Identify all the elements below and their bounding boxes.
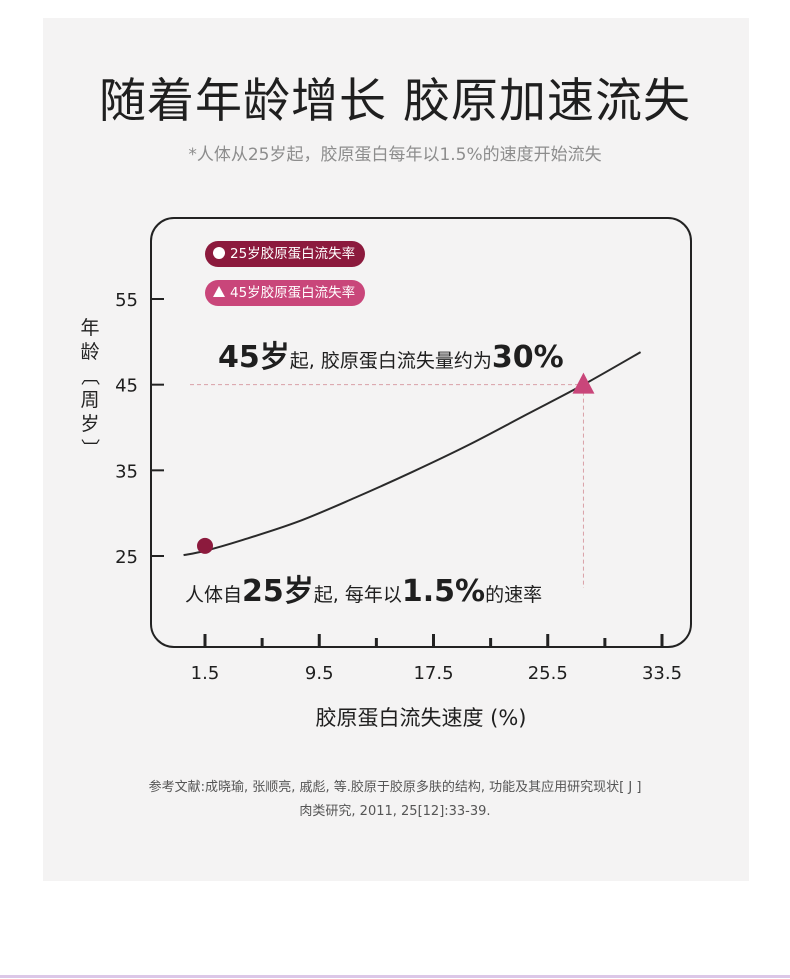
legend-label-25: 25岁胶原蛋白流失率 <box>230 246 356 262</box>
series-line <box>183 351 642 557</box>
marker-triangle <box>572 372 595 394</box>
y-axis-label: 年龄〔周岁〕 <box>78 317 101 458</box>
callout-25: 人体自25岁起, 每年以1.5%的速率 <box>185 566 542 610</box>
legend-item-25: 25岁胶原蛋白流失率 <box>205 241 366 267</box>
callout-25-post: 的速率 <box>485 584 543 606</box>
x-tick-label: 25.5 <box>528 663 568 684</box>
y-tick-label: 35 <box>115 461 138 482</box>
reference-text: 参考文献:成晓瑜, 张顺亮, 戚彪, 等.胶原于胶原多肤的结构, 功能及其应用研… <box>0 776 790 824</box>
callout-45-age: 45岁 <box>218 340 290 375</box>
bottom-divider <box>0 975 790 978</box>
chart-frame <box>150 217 692 648</box>
callout-25-value: 1.5% <box>401 574 486 609</box>
callout-45-text: 起, 胶原蛋白流失量约为 <box>289 350 492 372</box>
callout-25-mid: 起, 每年以 <box>313 584 402 606</box>
y-tick-label: 45 <box>115 376 138 397</box>
x-tick-label: 9.5 <box>305 663 334 684</box>
page-title: 随着年龄增长 胶原加速流失 <box>99 74 691 129</box>
callout-45: 45岁起, 胶原蛋白流失量约为30% <box>218 332 564 376</box>
y-tick-label: 55 <box>115 290 138 311</box>
x-axis-label: 胶原蛋白流失速度 (%) <box>315 706 527 730</box>
reference-line-1: 参考文献:成晓瑜, 张顺亮, 戚彪, 等.胶原于胶原多肤的结构, 功能及其应用研… <box>148 780 642 795</box>
marker-circle <box>197 537 213 554</box>
x-tick-label: 17.5 <box>413 663 453 684</box>
triangle-marker-icon <box>213 286 225 297</box>
circle-marker-icon <box>213 247 225 259</box>
background-panel <box>43 18 749 881</box>
legend-item-45: 45岁胶原蛋白流失率 <box>205 280 366 306</box>
page-subtitle: *人体从25岁起，胶原蛋白每年以1.5%的速度开始流失 <box>188 145 602 165</box>
x-tick-label: 1.5 <box>191 663 220 684</box>
callout-45-value: 30% <box>491 340 564 375</box>
callout-25-age: 25岁 <box>242 574 314 609</box>
reference-line-2: 肉类研究, 2011, 25[12]:33-39. <box>299 804 491 819</box>
legend-label-45: 45岁胶原蛋白流失率 <box>230 285 356 301</box>
x-tick-label: 33.5 <box>642 663 682 684</box>
callout-25-pre: 人体自 <box>185 584 243 606</box>
y-tick-label: 25 <box>115 547 138 568</box>
